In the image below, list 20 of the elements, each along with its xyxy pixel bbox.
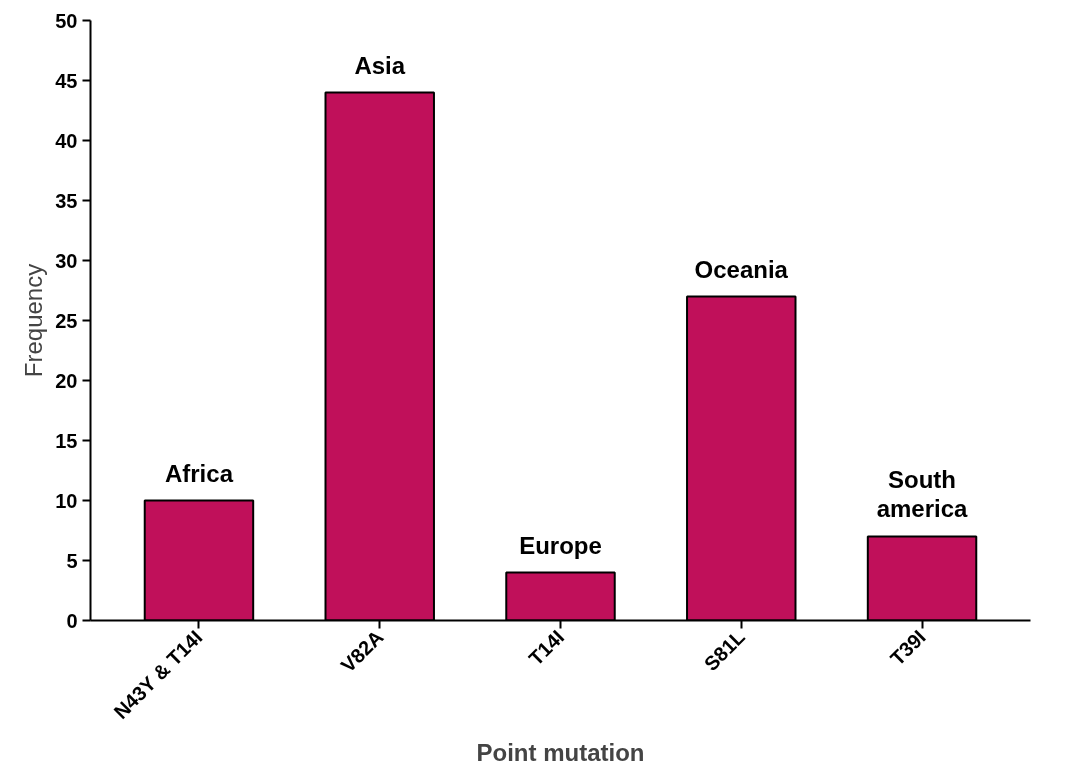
annotation: Oceania xyxy=(694,255,789,283)
y-tick-label: 25 xyxy=(55,309,78,332)
y-axis-title: Frequency xyxy=(20,263,48,378)
y-tick-label: 40 xyxy=(55,129,78,152)
y-tick-label: 5 xyxy=(66,549,78,572)
annotation: Asia xyxy=(354,51,406,79)
y-tick-label: 20 xyxy=(55,369,78,392)
y-tick-label: 15 xyxy=(55,429,78,452)
y-tick-label: 35 xyxy=(55,189,78,212)
y-tick-label: 10 xyxy=(55,489,78,512)
y-tick-label: 50 xyxy=(55,9,78,32)
x-tick-label: T14I xyxy=(524,625,569,670)
annotation: South america xyxy=(876,465,969,523)
annotation: Europe xyxy=(519,531,602,559)
y-tick-label: 45 xyxy=(55,69,78,92)
x-tick-label: T39I xyxy=(885,625,930,670)
y-tick-label: 0 xyxy=(66,609,78,632)
y-tick-label: 30 xyxy=(55,249,78,272)
x-axis-title: Point mutation xyxy=(476,738,645,766)
annotation: Africa xyxy=(164,459,234,487)
